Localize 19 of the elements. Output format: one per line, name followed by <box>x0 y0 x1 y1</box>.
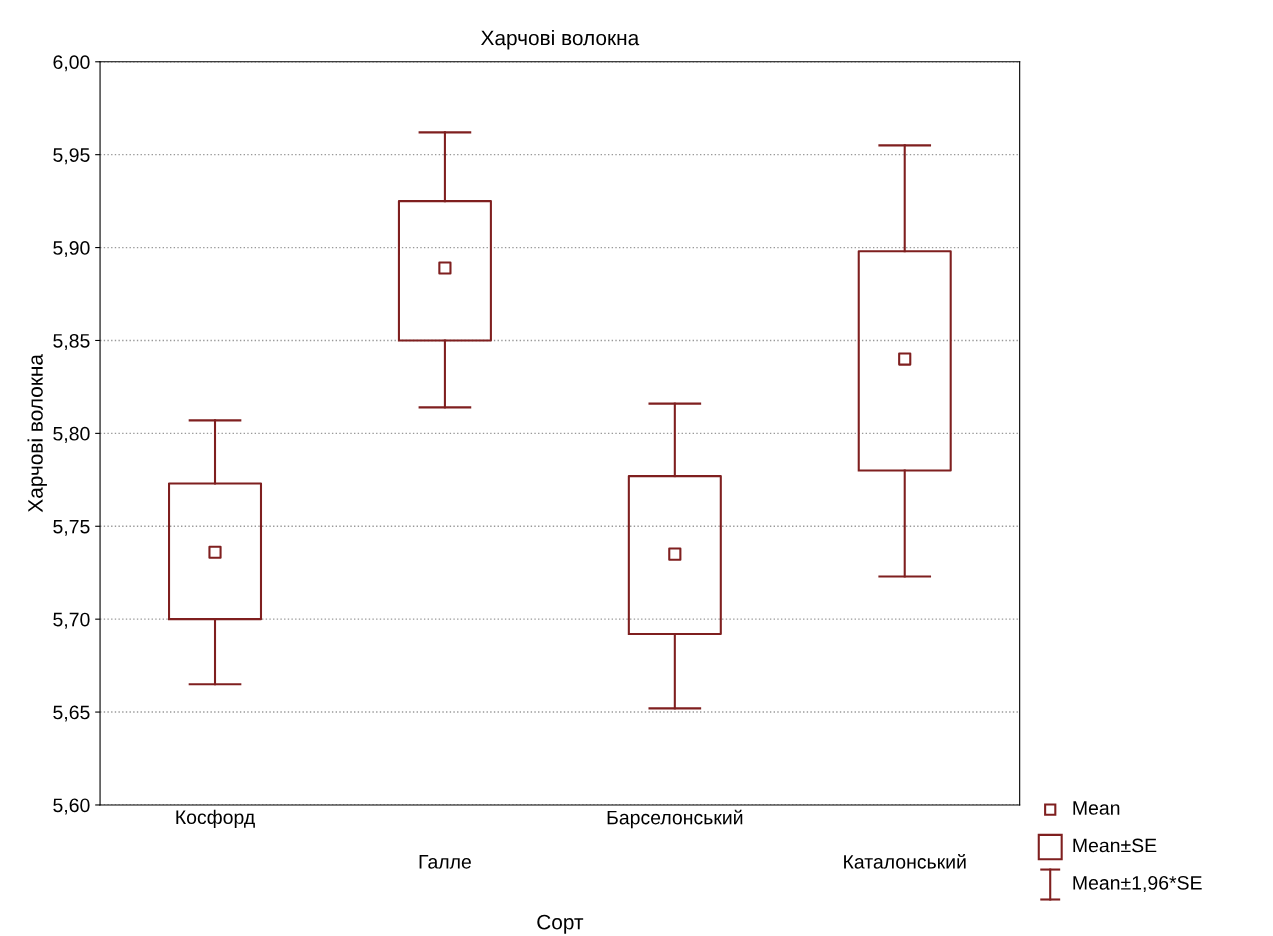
x-tick-label: Каталонський <box>844 854 966 869</box>
y-tick-label: 6,00 <box>53 55 90 72</box>
y-tick-label: 5,75 <box>53 519 90 536</box>
x-tick-label: Барселонський <box>607 809 743 829</box>
text: Mean <box>1073 801 1120 815</box>
y-tick-label: 5,85 <box>53 333 90 350</box>
chart-title: Харчові волокна <box>481 30 640 50</box>
y-tick-label: 5,70 <box>53 612 90 629</box>
x-tick-label: Галле <box>419 855 471 869</box>
text: Mean±1,96*SE <box>1073 875 1202 893</box>
y-tick-label: 5,90 <box>53 241 90 258</box>
text: Mean±SE <box>1073 838 1157 853</box>
y-tick-label: 5,60 <box>53 798 90 815</box>
y-tick-label: 5,80 <box>53 426 90 443</box>
x-tick-label: Косфорд <box>176 809 255 828</box>
y-tick-label: 5,95 <box>53 148 90 165</box>
y-axis-title: Харчові волокна <box>27 354 47 513</box>
y-tick-label: 5,65 <box>53 705 90 722</box>
x-axis-title: Сорт <box>537 914 584 934</box>
